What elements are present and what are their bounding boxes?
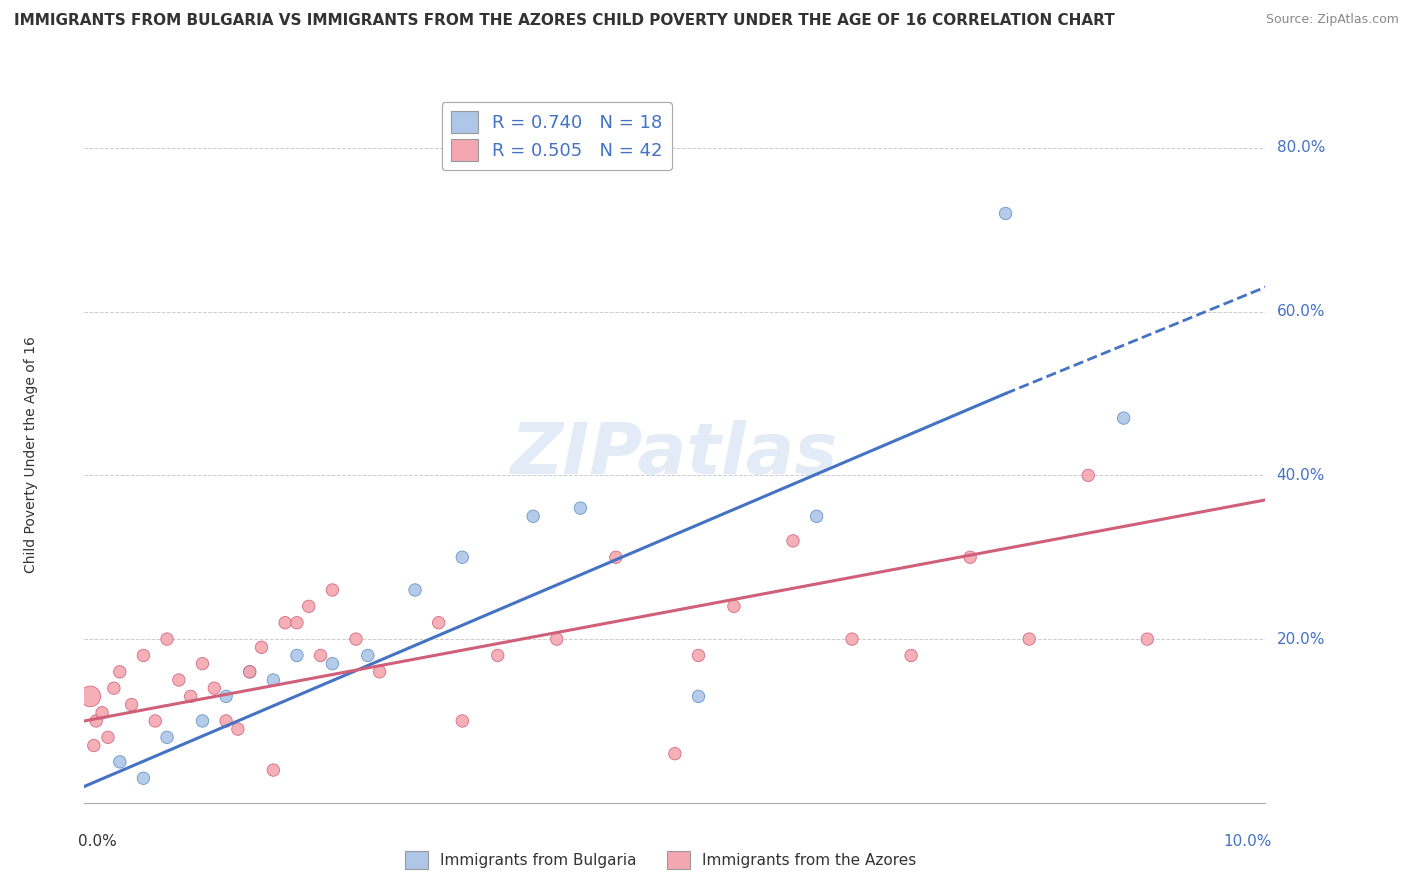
Point xyxy=(357,648,380,663)
Point xyxy=(1077,468,1099,483)
Point xyxy=(298,599,321,614)
Point xyxy=(202,681,225,696)
Point xyxy=(900,648,922,663)
Point xyxy=(103,681,125,696)
Point xyxy=(486,648,509,663)
Point xyxy=(91,706,114,720)
Text: IMMIGRANTS FROM BULGARIA VS IMMIGRANTS FROM THE AZORES CHILD POVERTY UNDER THE A: IMMIGRANTS FROM BULGARIA VS IMMIGRANTS F… xyxy=(14,13,1115,29)
Point xyxy=(451,550,474,565)
Point xyxy=(215,690,238,704)
Point xyxy=(427,615,450,630)
Point xyxy=(285,648,308,663)
Point xyxy=(156,731,179,745)
Point xyxy=(167,673,190,687)
Point xyxy=(226,722,249,736)
Legend: R = 0.740   N = 18, R = 0.505   N = 42: R = 0.740 N = 18, R = 0.505 N = 42 xyxy=(441,103,672,169)
Point xyxy=(806,509,828,524)
Point xyxy=(368,665,391,679)
Point xyxy=(156,632,179,646)
Point xyxy=(132,771,155,785)
Point xyxy=(782,533,804,548)
Point xyxy=(215,714,238,728)
Legend: Immigrants from Bulgaria, Immigrants from the Azores: Immigrants from Bulgaria, Immigrants fro… xyxy=(399,845,922,875)
Point xyxy=(569,501,592,516)
Point xyxy=(451,714,474,728)
Point xyxy=(605,550,627,565)
Point xyxy=(262,673,284,687)
Point xyxy=(994,206,1017,220)
Point xyxy=(262,763,284,777)
Point xyxy=(79,690,101,704)
Point xyxy=(688,648,710,663)
Point xyxy=(285,615,308,630)
Point xyxy=(108,755,131,769)
Point xyxy=(959,550,981,565)
Text: ZIPatlas: ZIPatlas xyxy=(512,420,838,490)
Point xyxy=(121,698,143,712)
Point xyxy=(191,657,214,671)
Text: 40.0%: 40.0% xyxy=(1277,468,1324,483)
Point xyxy=(841,632,863,646)
Point xyxy=(84,714,107,728)
Point xyxy=(1018,632,1040,646)
Point xyxy=(274,615,297,630)
Point xyxy=(404,582,426,597)
Point xyxy=(239,665,262,679)
Point xyxy=(309,648,332,663)
Point xyxy=(143,714,166,728)
Text: 10.0%: 10.0% xyxy=(1223,834,1271,849)
Point xyxy=(83,739,105,753)
Text: 20.0%: 20.0% xyxy=(1277,632,1324,647)
Point xyxy=(180,690,202,704)
Text: 0.0%: 0.0% xyxy=(79,834,117,849)
Point xyxy=(97,731,120,745)
Point xyxy=(688,690,710,704)
Point xyxy=(1136,632,1159,646)
Text: 80.0%: 80.0% xyxy=(1277,140,1324,155)
Point xyxy=(321,657,343,671)
Text: Source: ZipAtlas.com: Source: ZipAtlas.com xyxy=(1265,13,1399,27)
Point xyxy=(1112,411,1135,425)
Point xyxy=(723,599,745,614)
Point xyxy=(239,665,262,679)
Point xyxy=(108,665,131,679)
Point xyxy=(132,648,155,663)
Point xyxy=(664,747,686,761)
Point xyxy=(344,632,367,646)
Point xyxy=(250,640,273,655)
Point xyxy=(522,509,544,524)
Point xyxy=(191,714,214,728)
Text: Child Poverty Under the Age of 16: Child Poverty Under the Age of 16 xyxy=(24,336,38,574)
Point xyxy=(546,632,568,646)
Text: 60.0%: 60.0% xyxy=(1277,304,1324,319)
Point xyxy=(321,582,343,597)
